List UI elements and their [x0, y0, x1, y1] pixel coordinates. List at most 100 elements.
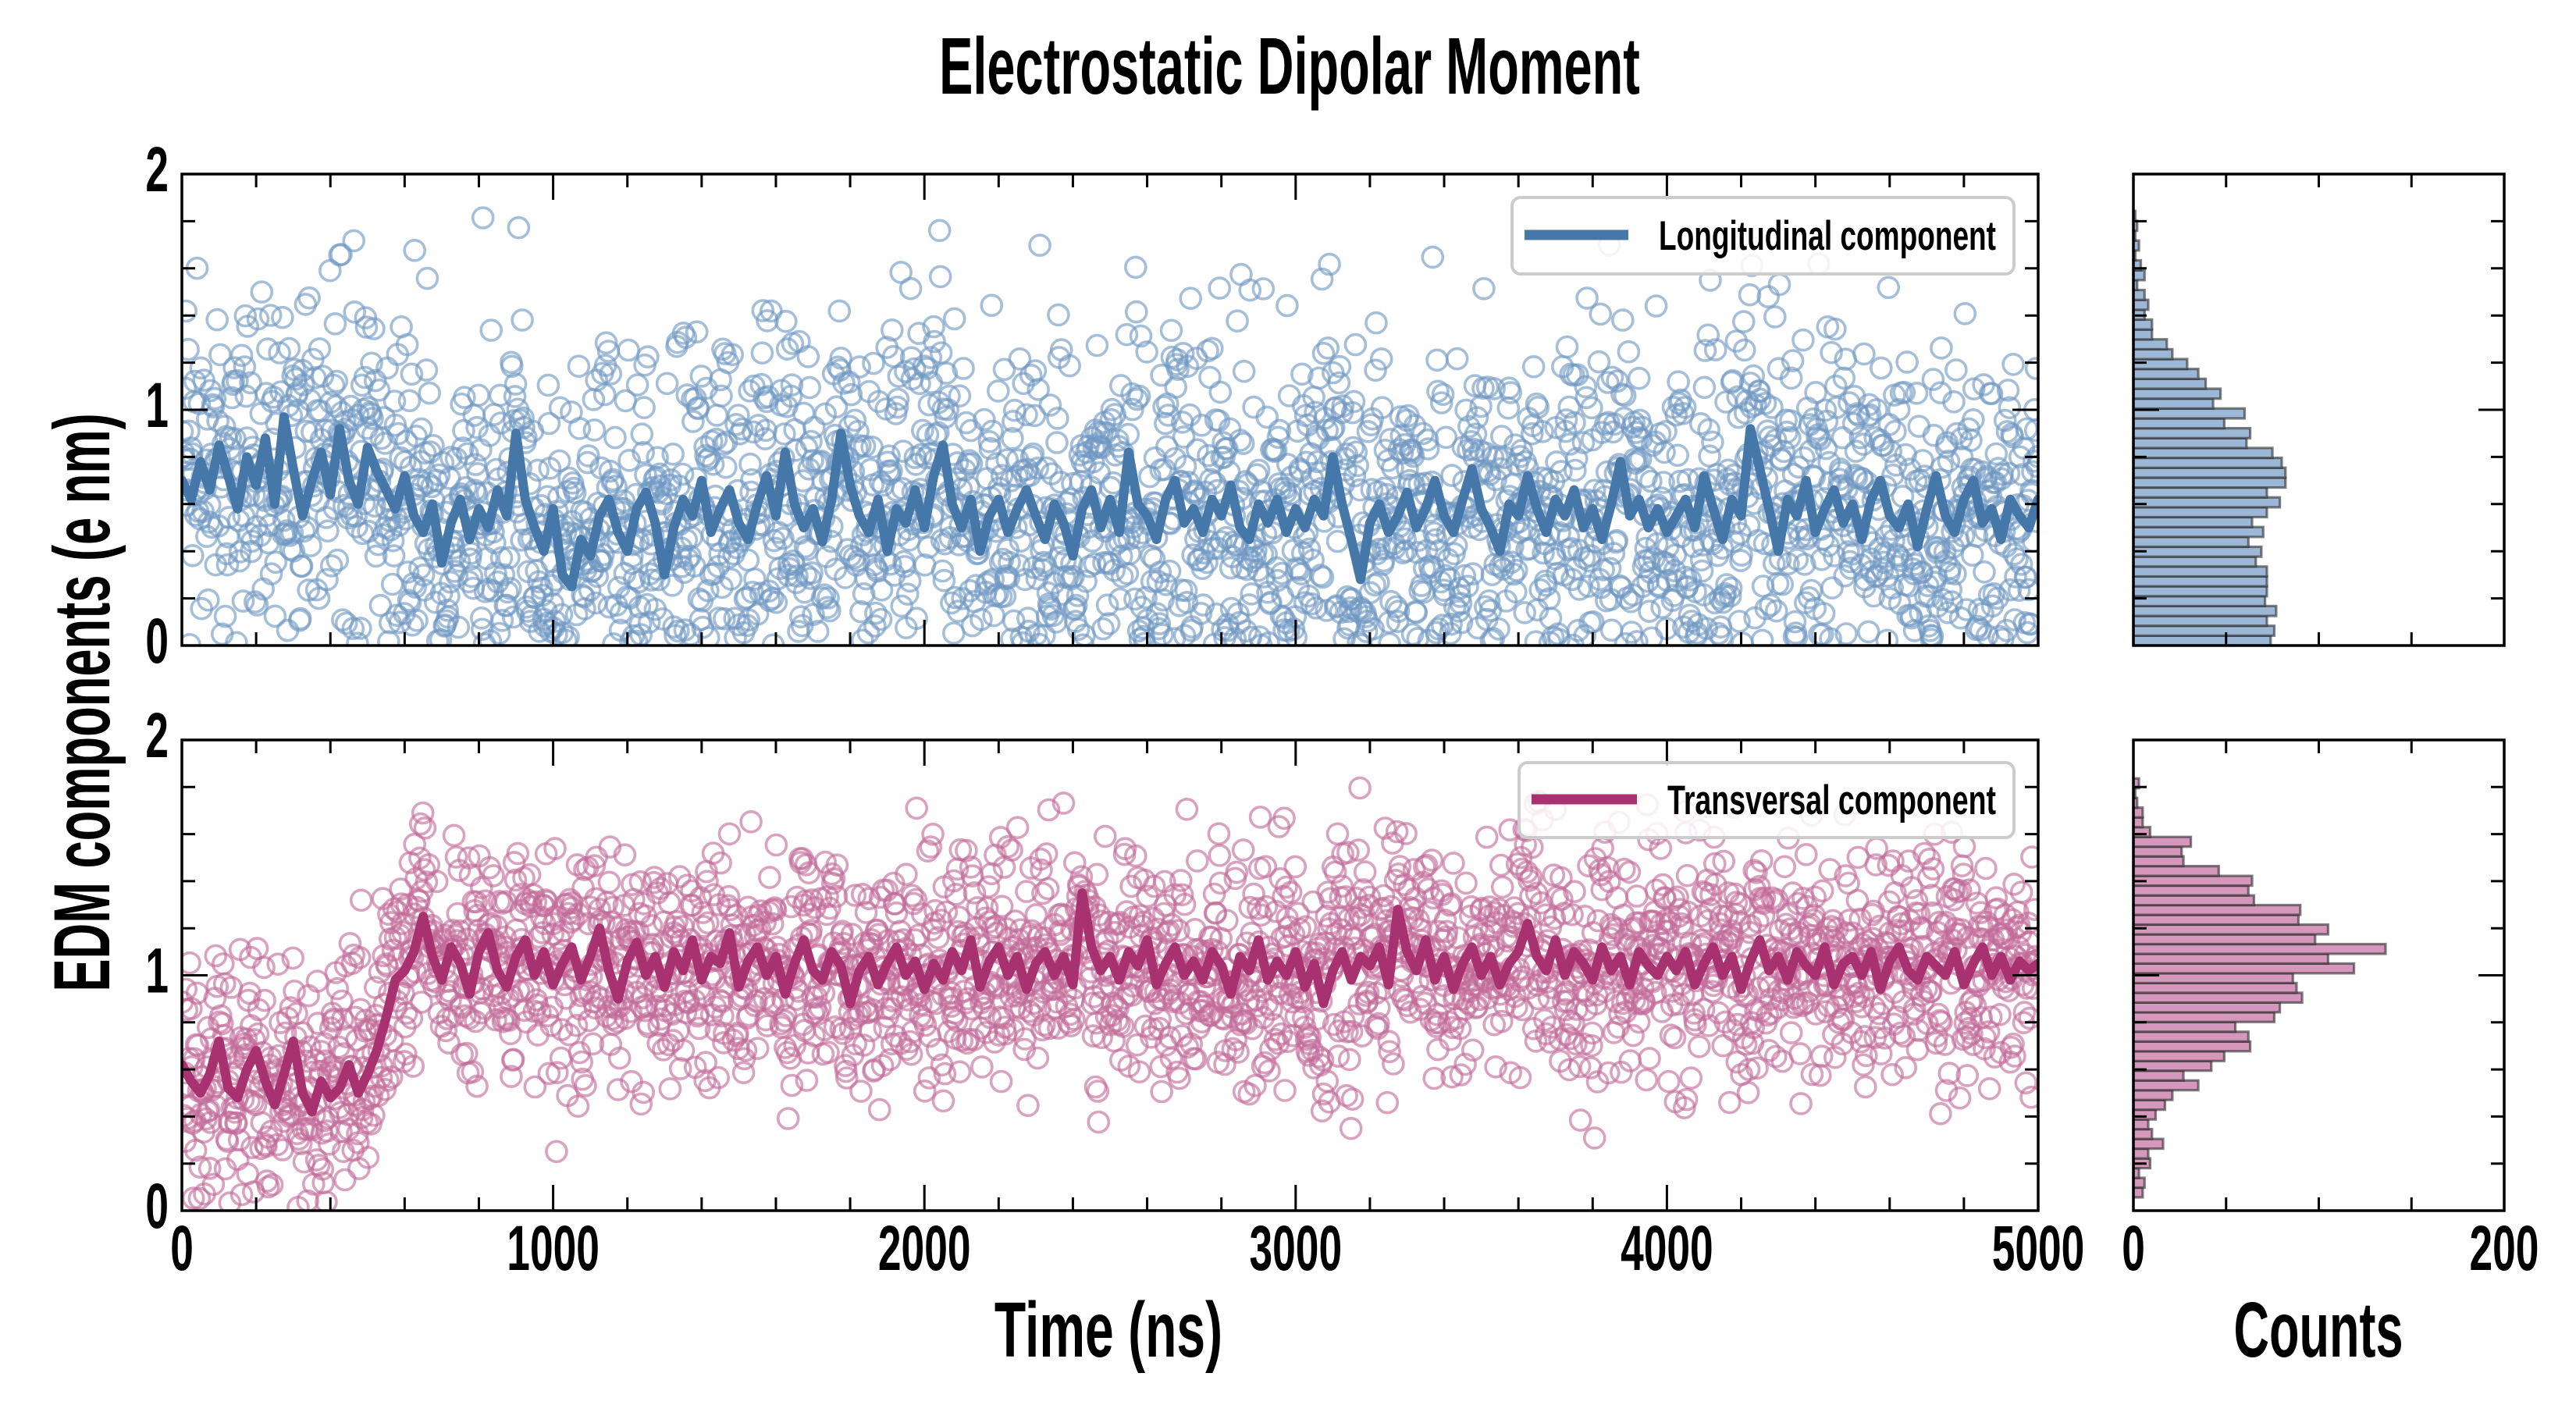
- scatter-point: [326, 548, 350, 572]
- scatter-point: [1625, 630, 1649, 646]
- scatter-point: [1242, 395, 1265, 419]
- scatter-point: [503, 372, 528, 396]
- scatter-point: [1804, 1002, 1827, 1026]
- legend-label: Longitudinal component: [1659, 213, 1996, 259]
- scatter-point: [403, 832, 427, 856]
- scatter-point: [215, 542, 239, 566]
- scatter-point: [738, 452, 762, 476]
- transversal-scatter: [182, 776, 2038, 1211]
- scatter-point: [1208, 844, 1232, 867]
- scatter-point: [325, 369, 349, 393]
- scatter-point: [182, 419, 201, 443]
- scatter-point: [1176, 1035, 1200, 1059]
- scatter-point: [1186, 849, 1209, 873]
- scatter-point: [1121, 397, 1144, 422]
- scatter-point: [400, 362, 424, 386]
- scatter-point: [222, 356, 246, 380]
- scatter-point: [617, 338, 640, 362]
- scatter-point: [1155, 435, 1179, 459]
- scatter-point: [849, 599, 873, 624]
- scatter-point: [566, 1094, 590, 1118]
- scatter-point: [500, 1065, 523, 1088]
- scatter-point: [825, 853, 849, 877]
- scatter-point: [1921, 857, 1945, 880]
- scatter-point: [948, 1060, 972, 1083]
- scatter-point: [233, 355, 257, 379]
- scatter-point: [1460, 895, 1483, 919]
- scatter-point: [1000, 838, 1023, 862]
- scatter-point: [386, 422, 411, 446]
- scatter-point: [1760, 396, 1784, 419]
- scatter-point: [1657, 1069, 1681, 1094]
- scatter-point: [1338, 1048, 1361, 1072]
- scatter-point: [1382, 1052, 1405, 1076]
- scatter-point: [549, 1046, 573, 1070]
- scatter-point: [921, 823, 945, 846]
- scatter-point: [1984, 442, 2008, 466]
- scatter-point: [1587, 350, 1611, 374]
- scatter-point: [465, 415, 489, 439]
- scatter-point: [806, 620, 830, 643]
- scatter-point: [639, 914, 664, 937]
- scatter-point: [503, 385, 527, 408]
- scatter-point: [279, 996, 303, 1019]
- scatter-point: [1749, 387, 1772, 411]
- scatter-point: [499, 577, 522, 600]
- scatter-point: [1955, 1064, 1979, 1087]
- scatter-point: [1347, 838, 1370, 862]
- scatter-point: [1108, 587, 1132, 611]
- scatter-point: [1346, 454, 1369, 478]
- scatter-point: [1920, 884, 1944, 907]
- scatter-point: [628, 870, 653, 894]
- scatter-point: [1127, 384, 1151, 408]
- scatter-point: [1635, 1068, 1658, 1092]
- scatter-point: [1129, 324, 1153, 348]
- scatter-point: [1385, 820, 1409, 844]
- scatter-point: [218, 1191, 242, 1211]
- scatter-point: [1257, 631, 1280, 646]
- scatter-point: [1244, 1073, 1267, 1097]
- scatter-point: [1386, 610, 1410, 634]
- scatter-point: [849, 1080, 873, 1103]
- scatter-point: [1375, 1090, 1400, 1115]
- scatter-point: [1124, 255, 1147, 279]
- scatter-point: [1745, 861, 1768, 884]
- scatter-point: [1955, 598, 1978, 621]
- scatter-point: [735, 585, 759, 610]
- scatter-point: [749, 372, 774, 397]
- scatter-point: [345, 515, 368, 539]
- scatter-point: [934, 361, 959, 385]
- scatter-point: [1737, 1058, 1761, 1081]
- scatter-point: [1892, 1024, 1916, 1048]
- scatter-point: [1325, 529, 1350, 553]
- scatter-point: [1986, 586, 2009, 610]
- scatter-point: [1639, 469, 1663, 493]
- scatter-point: [1779, 366, 1803, 390]
- scatter-point: [898, 569, 922, 593]
- scatter-point: [461, 1060, 485, 1083]
- scatter-point: [1937, 449, 1961, 473]
- scatter-point: [1474, 595, 1497, 619]
- scatter-point: [1420, 848, 1444, 872]
- scatter-point: [1353, 860, 1377, 884]
- scatter-point: [1796, 524, 1820, 548]
- scatter-point: [928, 265, 952, 289]
- scatter-point: [1852, 342, 1876, 366]
- scatter-point: [1727, 610, 1751, 633]
- longitudinal-legend: Longitudinal component: [1510, 196, 2016, 276]
- scatter-point: [1848, 907, 1872, 931]
- scatter-point: [1763, 891, 1786, 914]
- scatter-point: [1135, 340, 1158, 364]
- scatter-point: [493, 925, 518, 949]
- scatter-point: [1598, 557, 1622, 581]
- scatter-point: [1364, 311, 1388, 335]
- scatter-point: [632, 396, 656, 420]
- scatter-point: [1026, 378, 1050, 401]
- scatter-point: [592, 382, 617, 407]
- scatter-point: [980, 293, 1004, 318]
- scatter-point: [323, 311, 347, 336]
- scatter-point: [1948, 1086, 1972, 1110]
- scatter-point: [1416, 437, 1440, 461]
- scatter-point: [750, 341, 774, 365]
- scatter-point: [1606, 369, 1629, 393]
